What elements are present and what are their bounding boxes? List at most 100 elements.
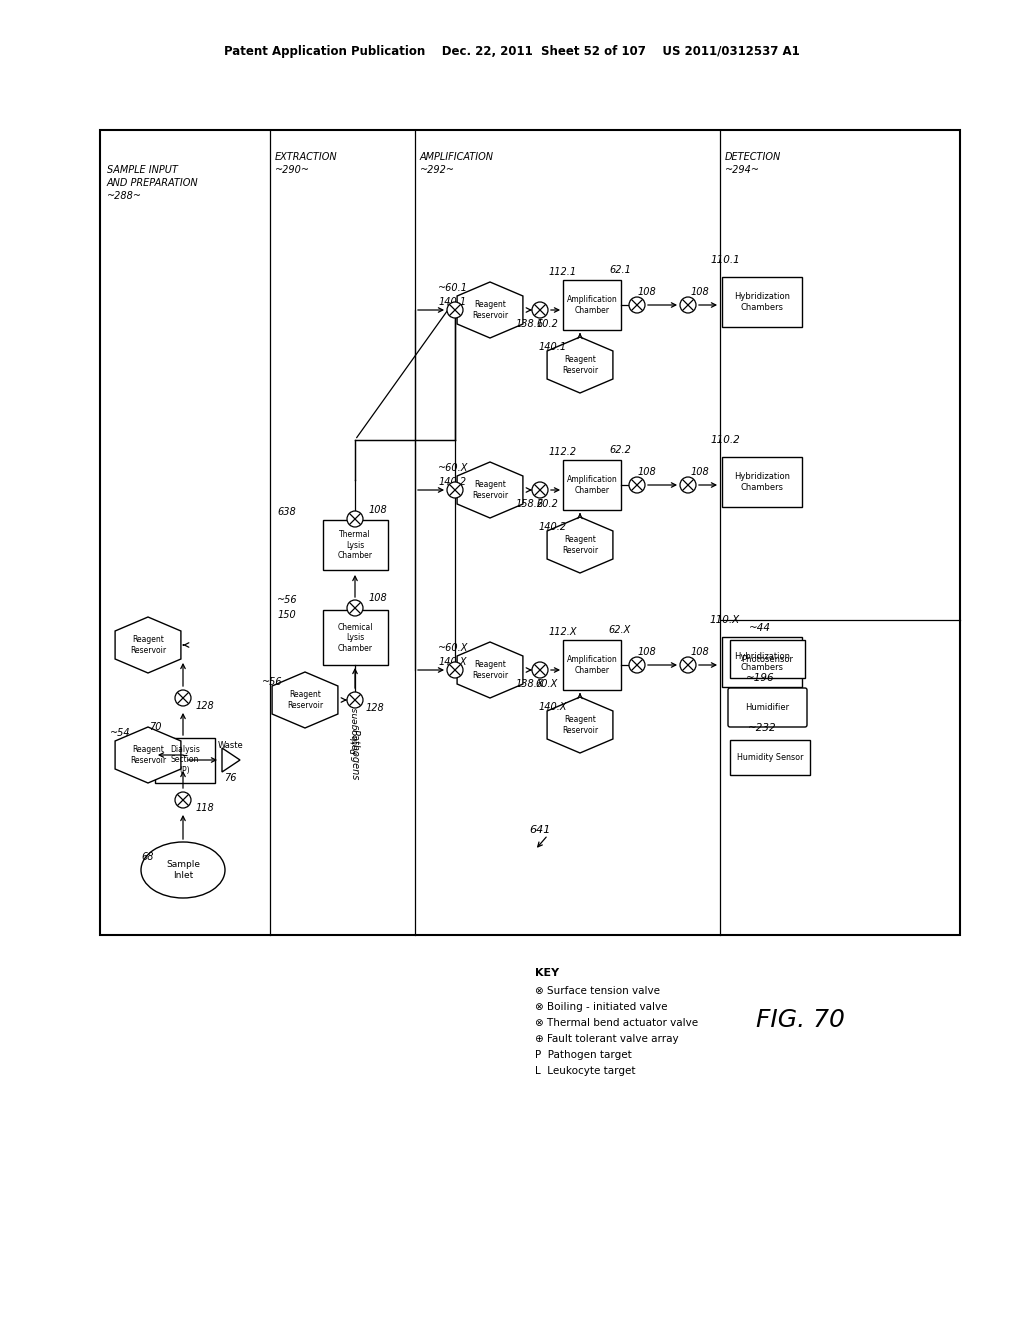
Text: Reagent
Reservoir: Reagent Reservoir	[562, 715, 598, 735]
Text: 108: 108	[369, 506, 387, 515]
FancyBboxPatch shape	[155, 738, 215, 783]
Text: Reagent
Reservoir: Reagent Reservoir	[562, 355, 598, 375]
Text: 112.1: 112.1	[549, 267, 578, 277]
Text: ~54: ~54	[110, 729, 130, 738]
FancyBboxPatch shape	[722, 277, 802, 327]
FancyBboxPatch shape	[100, 129, 961, 935]
Polygon shape	[115, 616, 181, 673]
Circle shape	[347, 692, 362, 708]
Text: 108: 108	[690, 467, 710, 477]
Ellipse shape	[141, 842, 225, 898]
Text: 76: 76	[224, 774, 237, 783]
Text: FIG. 70: FIG. 70	[756, 1008, 845, 1032]
Text: Reagent
Reservoir: Reagent Reservoir	[130, 635, 166, 655]
Text: Pathogens: Pathogens	[350, 706, 359, 754]
Text: 138.X: 138.X	[516, 678, 544, 689]
Text: 108: 108	[369, 593, 387, 603]
Text: Sample
Inlet: Sample Inlet	[166, 861, 200, 879]
Text: 128: 128	[196, 701, 214, 711]
Text: 108: 108	[638, 286, 656, 297]
Polygon shape	[547, 337, 613, 393]
FancyBboxPatch shape	[730, 741, 810, 775]
Text: 140.1: 140.1	[539, 342, 567, 352]
Text: Hybridization
Chambers: Hybridization Chambers	[734, 473, 790, 492]
Text: 108: 108	[638, 647, 656, 657]
Circle shape	[532, 663, 548, 678]
Text: 641: 641	[529, 825, 551, 836]
Circle shape	[629, 657, 645, 673]
Text: 118: 118	[196, 803, 214, 813]
Text: ~60.X: ~60.X	[438, 463, 468, 473]
Text: 140.2: 140.2	[439, 477, 467, 487]
Text: P  Pathogen target: P Pathogen target	[535, 1049, 632, 1060]
Text: 108: 108	[638, 467, 656, 477]
Text: 112.2: 112.2	[549, 447, 578, 457]
Text: Hybridization
Chambers: Hybridization Chambers	[734, 292, 790, 312]
Circle shape	[532, 482, 548, 498]
Text: KEY: KEY	[535, 968, 559, 978]
Text: Reagent
Reservoir: Reagent Reservoir	[472, 660, 508, 680]
Text: ⊕ Fault tolerant valve array: ⊕ Fault tolerant valve array	[535, 1034, 679, 1044]
Text: ~294~: ~294~	[725, 165, 760, 176]
Text: 140.X: 140.X	[539, 702, 567, 711]
FancyBboxPatch shape	[722, 638, 802, 686]
Circle shape	[447, 663, 463, 678]
Text: Pathogens: Pathogens	[350, 730, 360, 780]
Text: ~56: ~56	[262, 677, 283, 686]
Text: ~196: ~196	[745, 673, 774, 682]
Circle shape	[629, 477, 645, 492]
Text: 112.X: 112.X	[549, 627, 578, 638]
Polygon shape	[115, 727, 181, 783]
Circle shape	[680, 657, 696, 673]
Text: Amplification
Chamber: Amplification Chamber	[566, 475, 617, 495]
FancyBboxPatch shape	[730, 640, 805, 678]
Circle shape	[680, 477, 696, 492]
Text: ~60.1: ~60.1	[438, 282, 468, 293]
Text: AND PREPARATION: AND PREPARATION	[106, 178, 199, 187]
FancyBboxPatch shape	[323, 610, 388, 665]
Text: Reagent
Reservoir: Reagent Reservoir	[562, 536, 598, 554]
Text: L  Leukocyte target: L Leukocyte target	[535, 1067, 636, 1076]
Circle shape	[347, 601, 362, 616]
Circle shape	[629, 297, 645, 313]
Text: AMPLIFICATION: AMPLIFICATION	[420, 152, 494, 162]
Polygon shape	[272, 672, 338, 729]
Text: Patent Application Publication    Dec. 22, 2011  Sheet 52 of 107    US 2011/0312: Patent Application Publication Dec. 22, …	[224, 45, 800, 58]
Text: Amplification
Chamber: Amplification Chamber	[566, 296, 617, 314]
Circle shape	[175, 690, 191, 706]
Text: ~288~: ~288~	[106, 191, 142, 201]
Polygon shape	[457, 642, 523, 698]
FancyBboxPatch shape	[563, 280, 621, 330]
Text: 62.2: 62.2	[609, 445, 631, 455]
Text: Amplification
Chamber: Amplification Chamber	[566, 655, 617, 675]
Text: Photosensor: Photosensor	[741, 655, 793, 664]
Text: 110.1: 110.1	[710, 255, 740, 265]
Circle shape	[532, 302, 548, 318]
Circle shape	[447, 302, 463, 318]
Text: ~60.X: ~60.X	[438, 643, 468, 653]
Text: 110.X: 110.X	[710, 615, 740, 624]
Text: DETECTION: DETECTION	[725, 152, 781, 162]
Text: Reagent
Reservoir: Reagent Reservoir	[287, 690, 323, 710]
Text: Reagent
Reservoir: Reagent Reservoir	[472, 480, 508, 500]
Text: ~290~: ~290~	[275, 165, 310, 176]
Text: Dialysis
Section
(P): Dialysis Section (P)	[170, 744, 200, 775]
Text: 70: 70	[148, 722, 161, 733]
FancyBboxPatch shape	[563, 459, 621, 510]
Text: EXTRACTION: EXTRACTION	[275, 152, 338, 162]
Text: ~292~: ~292~	[420, 165, 455, 176]
Text: ~44: ~44	[749, 623, 771, 634]
FancyBboxPatch shape	[728, 688, 807, 727]
Text: Humidity Sensor: Humidity Sensor	[736, 752, 803, 762]
Circle shape	[175, 792, 191, 808]
Text: 62.X: 62.X	[609, 624, 631, 635]
Text: 68: 68	[141, 851, 155, 862]
Polygon shape	[457, 282, 523, 338]
Polygon shape	[547, 697, 613, 752]
Text: Chemical
Lysis
Chamber: Chemical Lysis Chamber	[337, 623, 373, 653]
Circle shape	[447, 482, 463, 498]
Text: 128: 128	[366, 704, 384, 713]
Text: 638: 638	[278, 507, 296, 517]
Text: 60.X: 60.X	[536, 678, 558, 689]
Text: ~232: ~232	[748, 723, 776, 733]
